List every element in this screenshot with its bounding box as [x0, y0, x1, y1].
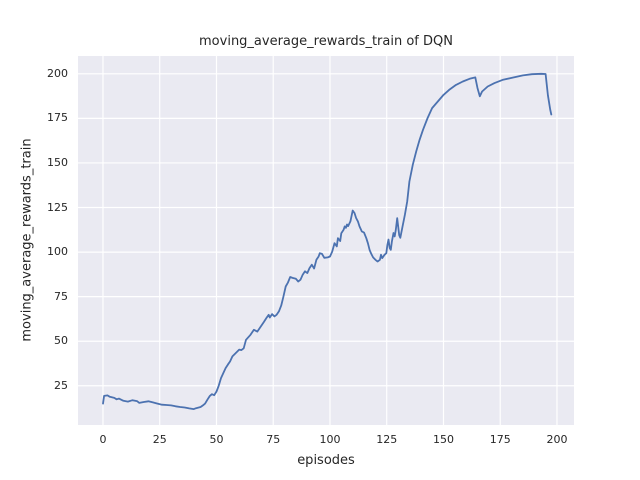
line-chart-canvas [78, 56, 574, 425]
x-tick-label: 0 [99, 433, 107, 446]
x-tick-label: 50 [209, 433, 224, 446]
y-tick-label: 100 [47, 245, 68, 259]
x-tick-label: 200 [546, 433, 568, 446]
x-tick-label: 25 [152, 433, 167, 446]
y-tick-label: 75 [54, 289, 68, 303]
y-tick-label: 125 [47, 200, 68, 214]
series-line-dqn [102, 72, 553, 411]
x-axis-label: episodes [297, 453, 355, 468]
y-tick-label: 200 [47, 66, 68, 80]
x-tick-label: 100 [319, 433, 341, 446]
y-tick-label: 175 [47, 111, 68, 125]
y-tick-label: 25 [54, 378, 68, 392]
plot-area [78, 56, 574, 425]
chart-title: moving_average_rewards_train of DQN [199, 34, 453, 49]
y-tick-label: 50 [54, 334, 68, 348]
x-tick-label: 175 [489, 433, 511, 446]
x-tick-label: 125 [376, 433, 398, 446]
x-tick-label: 75 [266, 433, 281, 446]
y-tick-label: 150 [47, 155, 68, 169]
x-tick-label: 150 [432, 433, 454, 446]
